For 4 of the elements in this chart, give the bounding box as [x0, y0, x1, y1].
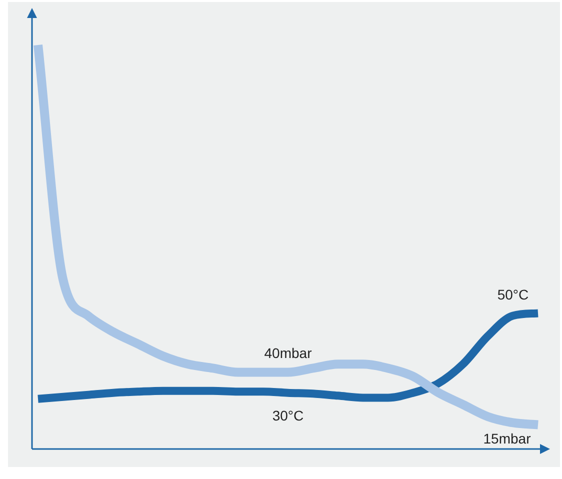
- annotation: 50°C: [497, 286, 529, 303]
- annotation: 15mbar: [483, 430, 532, 447]
- annotation: 30°C: [272, 408, 304, 424]
- annotation: 40mbar: [264, 345, 312, 362]
